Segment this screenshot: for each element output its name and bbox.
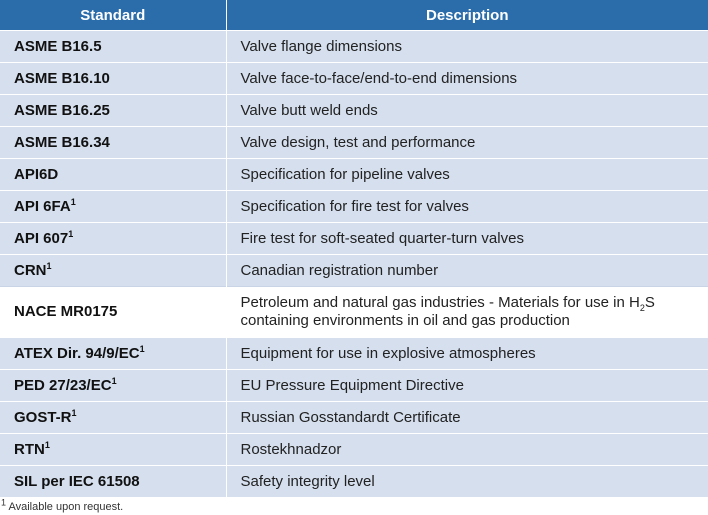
footnote: 1 Available upon request.	[0, 498, 708, 513]
standard-name: ASME B16.10	[14, 69, 110, 87]
description-cell: Specification for pipeline valves	[226, 158, 708, 191]
table-row: ASME B16.34 Valve design, test and perfo…	[0, 126, 708, 159]
description-cell: Safety integrity level	[226, 465, 708, 497]
header-standard: Standard	[0, 0, 227, 31]
description-cell: Valve design, test and performance	[226, 126, 708, 159]
standard-name: PED 27/23/EC	[14, 376, 112, 394]
footnote-text: Available upon request.	[6, 501, 124, 513]
standard-name: RTN	[14, 440, 45, 458]
description-text: S	[644, 294, 655, 311]
table-row: API 6FA1 Specification for fire test for…	[0, 190, 708, 223]
table-row: GOST-R1 Russian Gosstandardt Certificate	[0, 401, 708, 434]
standard-cell: ASME B16.25	[0, 94, 227, 127]
footnote-marker: 1	[71, 407, 77, 418]
description-cell: Russian Gosstandardt Certificate	[226, 401, 708, 434]
header-description: Description	[226, 0, 708, 31]
description-cell: Rostekhnadzor	[226, 433, 708, 466]
table-row: NACE MR0175 Petroleum and natural gas in…	[0, 286, 708, 338]
table-row: ASME B16.5 Valve flange dimensions	[0, 30, 708, 63]
table-row: ASME B16.10 Valve face-to-face/end-to-en…	[0, 62, 708, 95]
standard-cell: SIL per IEC 61508	[0, 465, 227, 497]
standard-name: CRN	[14, 261, 47, 279]
standards-table: Standard Description ASME B16.5 Valve fl…	[0, 0, 708, 497]
standard-cell: ASME B16.34	[0, 126, 227, 159]
standard-cell: PED 27/23/EC1	[0, 369, 227, 402]
standard-cell: API 6071	[0, 222, 227, 255]
description-cell: Fire test for soft-seated quarter-turn v…	[226, 222, 708, 255]
table-body: ASME B16.5 Valve flange dimensions ASME …	[0, 30, 708, 497]
description-text: Petroleum and natural gas industries - M…	[240, 294, 640, 311]
footnote-marker: 1	[70, 196, 76, 207]
footnote-marker: 1	[1, 497, 7, 508]
standard-cell: ASME B16.5	[0, 30, 227, 63]
table-row: API 6071 Fire test for soft-seated quart…	[0, 222, 708, 255]
description-cell: Valve butt weld ends	[226, 94, 708, 127]
table-row: CRN1 Canadian registration number	[0, 254, 708, 287]
footnote-marker: 1	[46, 260, 52, 271]
table-row: RTN1 Rostekhnadzor	[0, 433, 708, 466]
table-row: ASME B16.25 Valve butt weld ends	[0, 94, 708, 127]
standard-cell: GOST-R1	[0, 401, 227, 434]
footnote-marker: 1	[44, 439, 50, 450]
standard-cell: API 6FA1	[0, 190, 227, 223]
description-cell: Specification for fire test for valves	[226, 190, 708, 223]
description-text: containing environments in oil and gas p…	[240, 312, 570, 329]
standard-name: SIL per IEC 61508	[14, 472, 140, 490]
standard-name: ATEX Dir. 94/9/EC	[14, 344, 140, 362]
description-cell: EU Pressure Equipment Directive	[226, 369, 708, 402]
standard-name: ASME B16.5	[14, 37, 102, 55]
standard-cell: NACE MR0175	[0, 286, 227, 338]
standard-cell: CRN1	[0, 254, 227, 287]
standard-name: ASME B16.34	[14, 133, 110, 151]
standard-name: ASME B16.25	[14, 101, 110, 119]
standard-cell: ATEX Dir. 94/9/EC1	[0, 337, 227, 370]
standard-name: API6D	[14, 165, 59, 183]
footnote-marker: 1	[68, 228, 74, 239]
footnote-marker: 1	[139, 343, 145, 354]
description-cell: Canadian registration number	[226, 254, 708, 287]
description-cell: Valve flange dimensions	[226, 30, 708, 63]
description-cell: Equipment for use in explosive atmospher…	[226, 337, 708, 370]
table-row: API6D Specification for pipeline valves	[0, 158, 708, 191]
standard-cell: RTN1	[0, 433, 227, 466]
description-cell: Petroleum and natural gas industries - M…	[226, 286, 708, 338]
standard-name: GOST-R	[14, 408, 72, 426]
table-row: ATEX Dir. 94/9/EC1 Equipment for use in …	[0, 337, 708, 370]
table-row: SIL per IEC 61508 Safety integrity level	[0, 465, 708, 497]
standard-cell: API6D	[0, 158, 227, 191]
standard-name: API 6FA	[14, 197, 71, 215]
standard-cell: ASME B16.10	[0, 62, 227, 95]
footnote-marker: 1	[111, 375, 117, 386]
subscript: 2	[639, 303, 645, 313]
standard-name: NACE MR0175	[14, 303, 118, 320]
description-cell: Valve face-to-face/end-to-end dimensions	[226, 62, 708, 95]
table-row: PED 27/23/EC1 EU Pressure Equipment Dire…	[0, 369, 708, 402]
standard-name: API 607	[14, 229, 69, 247]
table-header: Standard Description	[0, 0, 708, 31]
